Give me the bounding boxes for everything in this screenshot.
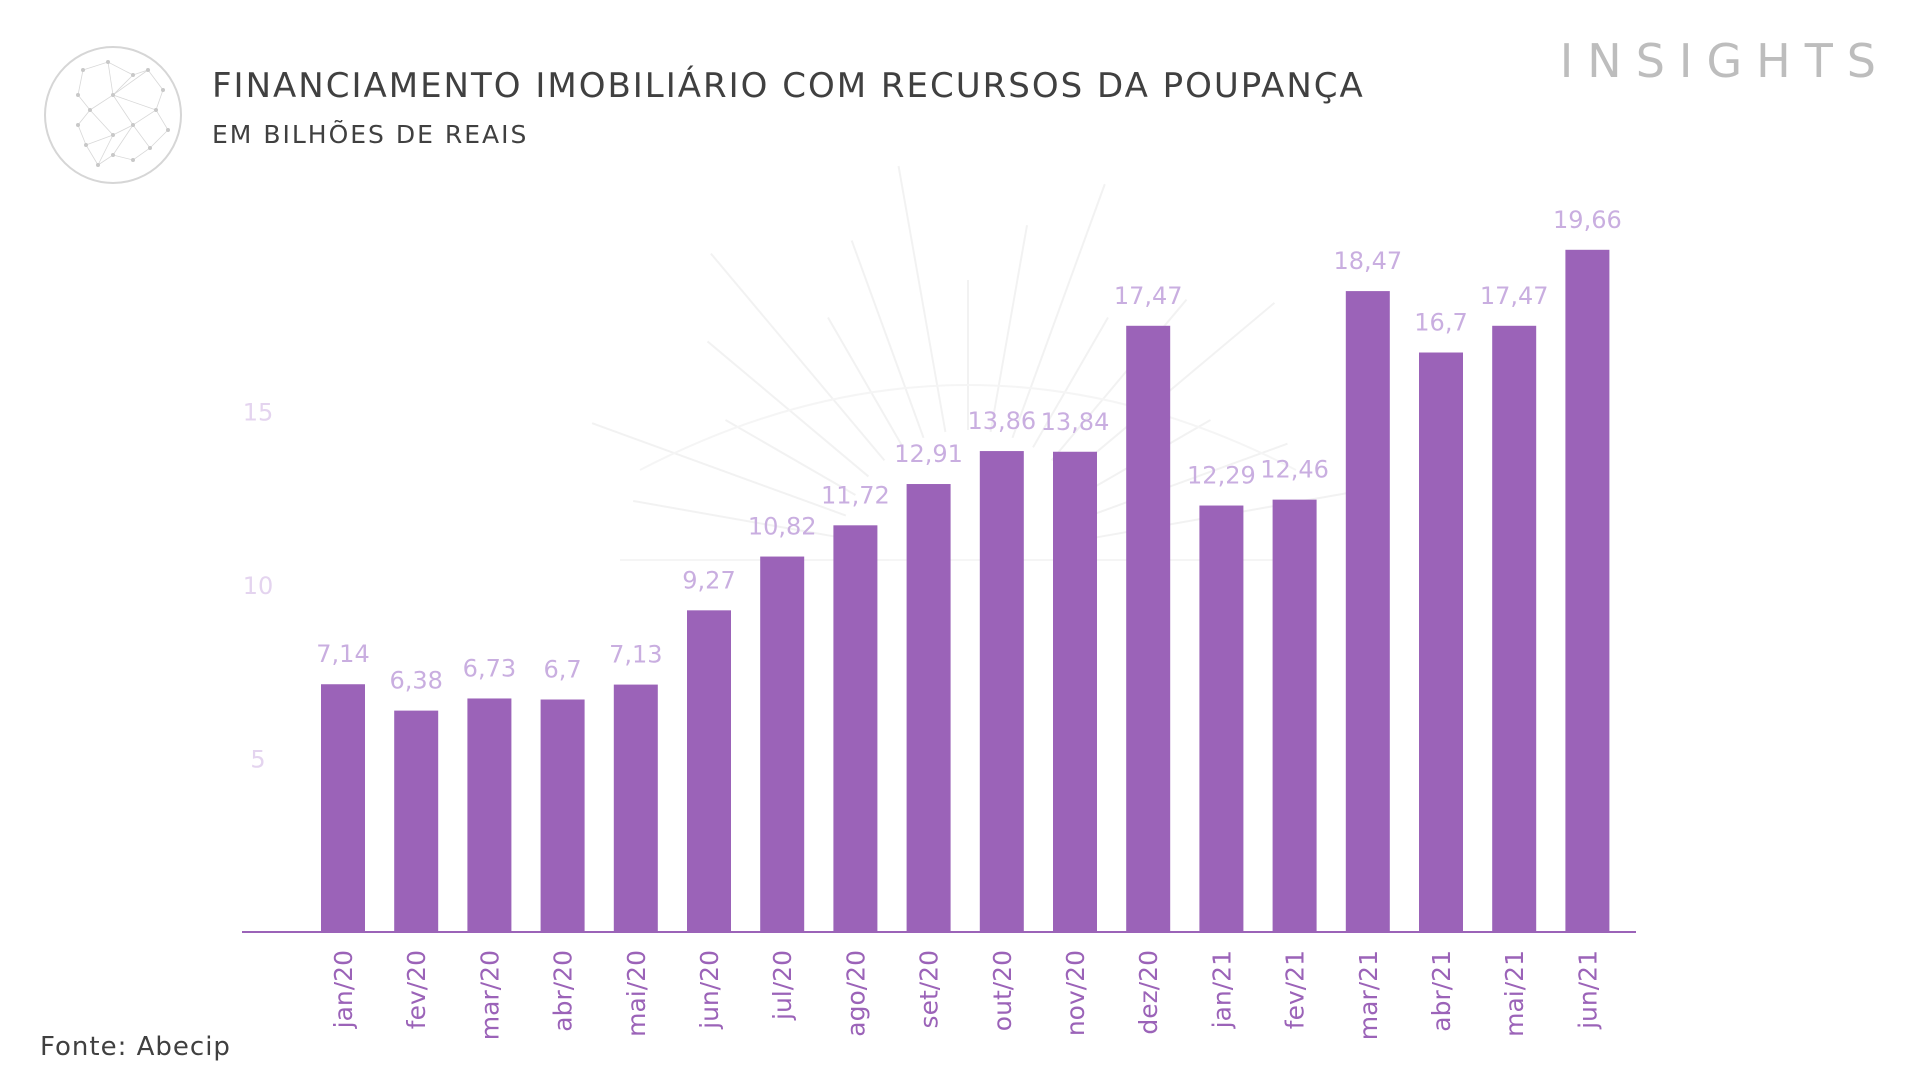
x-tick-label: fev/21	[1281, 950, 1310, 1029]
bar-value-label: 13,86	[967, 407, 1036, 435]
bar-value-label: 17,47	[1114, 282, 1183, 310]
bar	[1199, 505, 1244, 932]
sunburst-watermark	[591, 165, 1363, 561]
x-tick-label: mar/20	[475, 950, 504, 1040]
bar-value-label: 12,46	[1260, 456, 1329, 484]
bar-value-label: 9,27	[682, 566, 735, 594]
bar	[1565, 249, 1610, 933]
bar	[833, 525, 878, 932]
chart-subtitle: EM BILHÕES DE REAIS	[212, 120, 529, 149]
bar-value-label: 19,66	[1553, 206, 1622, 234]
x-axis-tick-labels: jan/20 fev/20 mar/20 abr/20 mai/20 jun/20 jul/…	[329, 950, 1602, 1040]
bar-value-label: 6,73	[463, 654, 516, 682]
bar-value-label: 18,47	[1333, 247, 1402, 275]
bars	[321, 249, 1610, 933]
x-tick-label: dez/20	[1134, 950, 1163, 1035]
bar	[1419, 352, 1463, 932]
globe-logo-icon	[44, 46, 182, 184]
x-tick-label: mar/21	[1354, 950, 1383, 1040]
x-tick-label: mai/21	[1500, 950, 1529, 1037]
x-tick-label: jul/20	[768, 950, 797, 1021]
source-note: Fonte: Abecip	[40, 1032, 231, 1062]
bar	[760, 556, 805, 932]
bar	[979, 451, 1024, 932]
bar-value-label: 6,38	[389, 667, 442, 695]
bar	[321, 684, 365, 932]
x-tick-label: abr/20	[549, 950, 578, 1032]
x-tick-label: mai/20	[622, 950, 651, 1037]
bar-value-label: 6,7	[544, 656, 582, 684]
bar-value-label: 7,13	[609, 641, 662, 669]
bar	[1126, 325, 1171, 932]
x-tick-label: jan/21	[1207, 950, 1236, 1029]
chart-title: FINANCIAMENTO IMOBILIÁRIO COM RECURSOS D…	[212, 66, 1365, 106]
bar-value-label: 7,14	[316, 640, 369, 668]
x-tick-label: set/20	[915, 950, 944, 1028]
y-tick-label: 15	[243, 399, 274, 427]
bar	[467, 698, 512, 932]
bar-value-label: 13,84	[1041, 408, 1110, 436]
y-tick-label: 10	[243, 572, 274, 600]
y-axis-ticks: 5 10 15	[243, 399, 274, 774]
bar	[1272, 499, 1317, 932]
bar	[613, 684, 658, 932]
bar	[1053, 451, 1097, 932]
bar-value-label: 11,72	[821, 481, 890, 509]
bar	[1492, 325, 1537, 932]
x-tick-label: ago/20	[841, 950, 870, 1037]
brand-logo-text: INSIGHTS	[1559, 34, 1890, 88]
bar-value-label: 12,91	[894, 440, 963, 468]
bar	[906, 484, 951, 932]
bar-value-label: 12,29	[1187, 462, 1256, 490]
bar-value-label: 16,7	[1414, 309, 1467, 337]
x-tick-label: out/20	[988, 950, 1017, 1031]
bar-value-label: 10,82	[748, 513, 817, 541]
x-tick-label: jan/20	[329, 950, 358, 1029]
bar-value-label: 17,47	[1480, 282, 1549, 310]
x-tick-label: nov/20	[1061, 950, 1090, 1036]
x-tick-label: abr/21	[1427, 950, 1456, 1032]
bar	[394, 710, 439, 932]
bar	[540, 699, 585, 932]
value-labels: 7,146,38 6,73 6,77,139,2710,8211,7212,9113…	[316, 206, 1621, 695]
x-tick-label: jun/21	[1573, 950, 1602, 1030]
x-tick-label: fev/20	[402, 950, 431, 1029]
bar	[687, 610, 731, 932]
y-tick-label: 5	[250, 746, 265, 774]
x-tick-label: jun/20	[695, 950, 724, 1030]
bar	[1345, 291, 1390, 932]
